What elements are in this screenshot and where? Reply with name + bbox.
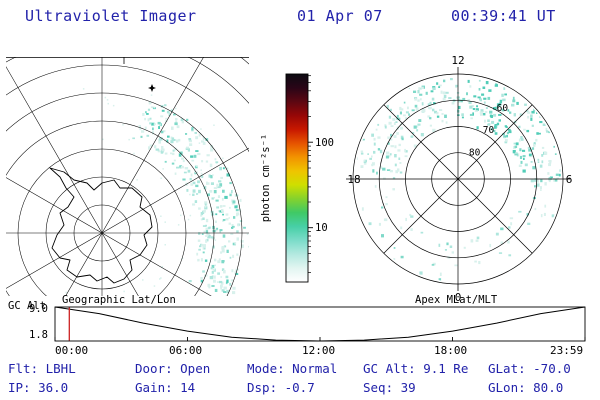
- status-flt: Flt: LBHL: [8, 361, 76, 376]
- mlat-ring-label-80: 80: [469, 148, 481, 159]
- mlt-label-12: 12: [451, 54, 464, 67]
- xtick-0600: 06:00: [169, 344, 203, 357]
- gc-alt-axis-label: GC Alt: [8, 300, 46, 312]
- mlt-label-6: 6: [566, 173, 573, 186]
- xtick-1200: 12:00: [302, 344, 336, 357]
- status-glon: GLon: 80.0: [488, 380, 564, 395]
- xtick-0000: 00:00: [55, 344, 89, 357]
- gc-alt-tick-bottom: 1.8: [29, 329, 48, 341]
- status-seq: Seq: 39: [363, 380, 416, 395]
- geographic-polar-plot: [6, 57, 249, 296]
- status-glat: GLat: -70.0: [488, 361, 571, 376]
- apex-aurora-layer: [356, 78, 561, 281]
- time-display: 00:39:41 UT: [451, 7, 556, 25]
- instrument-title: Ultraviolet Imager: [25, 7, 197, 25]
- xtick-2359: 23:59: [550, 344, 584, 357]
- star-marker: [148, 84, 156, 92]
- gc-alt-tick-top: 9.0: [29, 303, 48, 315]
- date-display: 01 Apr 07: [297, 7, 383, 25]
- xtick-1800: 18:00: [434, 344, 468, 357]
- status-ip: IP: 36.0: [8, 380, 69, 395]
- antarctica-coastline: [49, 167, 153, 284]
- status-gc-alt: GC Alt: 9.1 Re: [363, 361, 469, 376]
- geo-map-layer: [6, 57, 249, 296]
- status-mode: Mode: Normal: [247, 361, 338, 376]
- colorbar-unit-label: photon cm⁻²s⁻¹: [260, 134, 272, 223]
- colorbar-tick-10: 10: [315, 222, 328, 234]
- apex-panel-caption: Apex MLat/MLT: [415, 294, 498, 306]
- status-door: Door: Open: [135, 361, 211, 376]
- colorbar-tick-100: 100: [315, 137, 334, 149]
- status-gain: Gain: 14: [135, 380, 196, 395]
- geo-panel-caption: Geographic Lat/Lon: [62, 294, 176, 306]
- mlat-ring-label-70: 70: [483, 125, 495, 136]
- mlat-ring-label-60: 60: [497, 103, 509, 114]
- colorbar: photon cm⁻²s⁻¹ 100 10: [260, 73, 334, 283]
- mlt-label-18: 18: [347, 173, 360, 186]
- status-dsp: Dsp: -0.7: [247, 380, 315, 395]
- mlt-label-0: 0: [455, 291, 462, 304]
- altitude-timeline-plot: [54, 306, 586, 342]
- gc-alt-curve: [54, 306, 586, 342]
